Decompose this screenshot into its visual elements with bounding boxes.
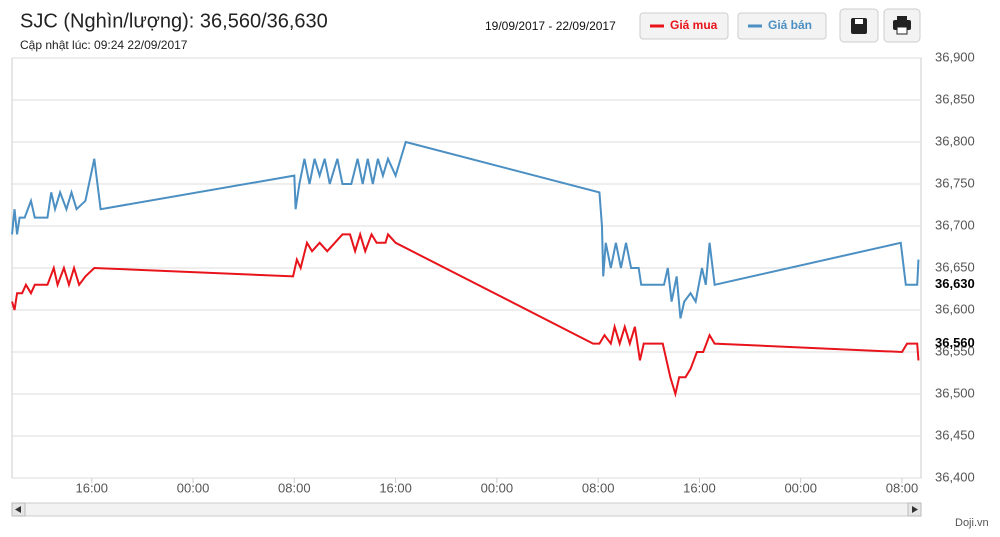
price-line xyxy=(11,230,920,398)
y-tick-label: 36,900 xyxy=(935,49,975,64)
save-button[interactable] xyxy=(839,8,879,43)
legend-item[interactable]: Giá bán xyxy=(737,12,827,40)
y-tick-label: 36,750 xyxy=(935,175,975,190)
x-tick-label: 08:00 xyxy=(278,480,311,495)
x-tick-label: 16:00 xyxy=(683,480,716,495)
chart-title: SJC (Nghìn/lượng): 36,560/36,630 xyxy=(20,10,328,32)
date-range: 19/09/2017 - 22/09/2017 xyxy=(485,19,616,33)
x-tick-label: 16:00 xyxy=(75,480,108,495)
y-tick-label: 36,550 xyxy=(935,343,975,358)
x-tick-label: 00:00 xyxy=(481,480,514,495)
update-time: Cập nhật lúc: 09:24 22/09/2017 xyxy=(20,38,188,52)
current-price-label: 36,630 xyxy=(935,276,975,291)
x-tick-label: 08:00 xyxy=(582,480,615,495)
y-tick-label: 36,850 xyxy=(935,91,975,106)
current-price-label: 36,560 xyxy=(935,335,975,350)
x-tick-label: 00:00 xyxy=(784,480,817,495)
legend-button[interactable] xyxy=(737,12,827,40)
y-tick-label: 36,800 xyxy=(935,133,975,148)
y-tick-label: 36,450 xyxy=(935,427,975,442)
x-tick-label: 16:00 xyxy=(379,480,412,495)
x-tick-label: 08:00 xyxy=(886,480,919,495)
y-tick-label: 36,650 xyxy=(935,259,975,274)
x-tick-label: 00:00 xyxy=(177,480,210,495)
y-tick-label: 36,400 xyxy=(935,469,975,484)
scrollbar[interactable] xyxy=(11,502,922,517)
y-tick-label: 36,500 xyxy=(935,385,975,400)
credit: Doji.vn xyxy=(955,517,989,529)
y-tick-label: 36,700 xyxy=(935,217,975,232)
legend-label: Giá mua xyxy=(670,18,718,32)
price-line xyxy=(11,140,920,319)
y-tick-label: 36,600 xyxy=(935,301,975,316)
legend-button[interactable] xyxy=(639,12,729,40)
print-button[interactable] xyxy=(883,8,921,43)
legend-item[interactable]: Giá mua xyxy=(639,12,729,40)
legend-label: Giá bán xyxy=(768,18,812,32)
